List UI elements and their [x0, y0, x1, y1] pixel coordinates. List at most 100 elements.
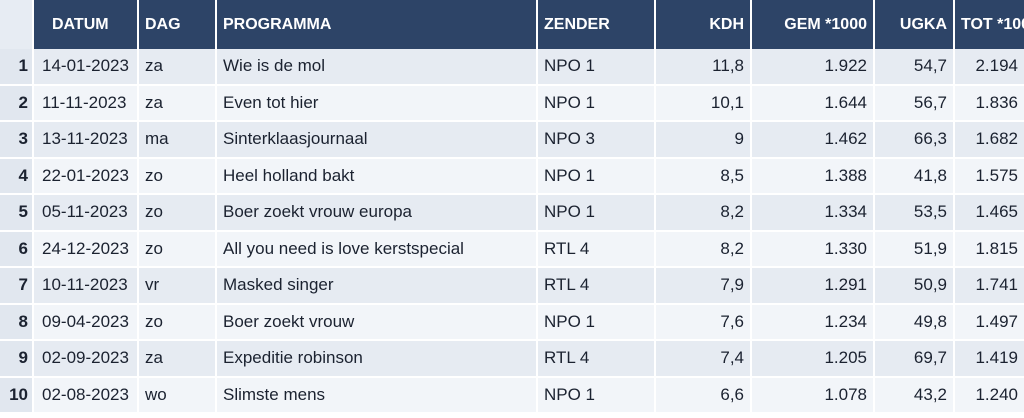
zender-cell: RTL 4	[538, 268, 656, 305]
table-header: DATUM DAG PROGRAMMA ZENDER KDH GEM *1000…	[0, 0, 1024, 49]
table-row: 10 02-08-2023 wo Slimste mens NPO 1 6,6 …	[0, 377, 1024, 414]
gem-cell: 1.205	[752, 341, 875, 378]
dag-cell: za	[139, 85, 217, 122]
tot-cell: 1.419	[955, 341, 1024, 378]
dag-cell: ma	[139, 122, 217, 159]
ugka-cell: 50,9	[875, 268, 955, 305]
zender-cell: RTL 4	[538, 341, 656, 378]
ugka-cell: 56,7	[875, 85, 955, 122]
rank-cell: 1	[0, 49, 34, 86]
tot-cell: 1.240	[955, 377, 1024, 414]
ugka-cell: 69,7	[875, 341, 955, 378]
table-row: 8 09-04-2023 zo Boer zoekt vrouw NPO 1 7…	[0, 304, 1024, 341]
dag-cell: zo	[139, 195, 217, 232]
header-tot[interactable]: TOT *1000	[955, 0, 1024, 49]
datum-cell: 11-11-2023	[34, 85, 139, 122]
programma-cell: Masked singer	[217, 268, 538, 305]
kdh-cell: 8,2	[656, 231, 752, 268]
datum-cell: 10-11-2023	[34, 268, 139, 305]
gem-cell: 1.330	[752, 231, 875, 268]
dag-cell: wo	[139, 377, 217, 414]
kdh-cell: 9	[656, 122, 752, 159]
rank-cell: 10	[0, 377, 34, 414]
table-row: 9 02-09-2023 za Expeditie robinson RTL 4…	[0, 341, 1024, 378]
header-gem[interactable]: GEM *1000	[752, 0, 875, 49]
programma-cell: All you need is love kerstspecial	[217, 231, 538, 268]
zender-cell: NPO 1	[538, 377, 656, 414]
zender-cell: NPO 1	[538, 304, 656, 341]
tot-cell: 1.465	[955, 195, 1024, 232]
zender-cell: NPO 1	[538, 195, 656, 232]
dag-cell: za	[139, 49, 217, 86]
kdh-cell: 6,6	[656, 377, 752, 414]
programma-cell: Wie is de mol	[217, 49, 538, 86]
tot-cell: 1.741	[955, 268, 1024, 305]
ugka-cell: 66,3	[875, 122, 955, 159]
ugka-cell: 51,9	[875, 231, 955, 268]
table-row: 4 22-01-2023 zo Heel holland bakt NPO 1 …	[0, 158, 1024, 195]
rank-cell: 3	[0, 122, 34, 159]
header-dag[interactable]: DAG	[139, 0, 217, 49]
header-rank	[0, 0, 34, 49]
programma-cell: Boer zoekt vrouw europa	[217, 195, 538, 232]
zender-cell: NPO 1	[538, 49, 656, 86]
header-kdh[interactable]: KDH	[656, 0, 752, 49]
tot-cell: 1.575	[955, 158, 1024, 195]
ugka-cell: 53,5	[875, 195, 955, 232]
gem-cell: 1.078	[752, 377, 875, 414]
header-row: DATUM DAG PROGRAMMA ZENDER KDH GEM *1000…	[0, 0, 1024, 49]
dag-cell: za	[139, 341, 217, 378]
tot-cell: 1.682	[955, 122, 1024, 159]
programma-cell: Expeditie robinson	[217, 341, 538, 378]
kdh-cell: 7,6	[656, 304, 752, 341]
zender-cell: NPO 1	[538, 158, 656, 195]
datum-cell: 02-09-2023	[34, 341, 139, 378]
table-body: 1 14-01-2023 za Wie is de mol NPO 1 11,8…	[0, 49, 1024, 414]
gem-cell: 1.291	[752, 268, 875, 305]
datum-cell: 13-11-2023	[34, 122, 139, 159]
table-row: 3 13-11-2023 ma Sinterklaasjournaal NPO …	[0, 122, 1024, 159]
gem-cell: 1.462	[752, 122, 875, 159]
programma-cell: Heel holland bakt	[217, 158, 538, 195]
rank-cell: 4	[0, 158, 34, 195]
datum-cell: 05-11-2023	[34, 195, 139, 232]
rank-cell: 8	[0, 304, 34, 341]
table-row: 7 10-11-2023 vr Masked singer RTL 4 7,9 …	[0, 268, 1024, 305]
gem-cell: 1.644	[752, 85, 875, 122]
kdh-cell: 7,4	[656, 341, 752, 378]
dag-cell: vr	[139, 268, 217, 305]
datum-cell: 24-12-2023	[34, 231, 139, 268]
table-row: 5 05-11-2023 zo Boer zoekt vrouw europa …	[0, 195, 1024, 232]
datum-cell: 22-01-2023	[34, 158, 139, 195]
header-ugka[interactable]: UGKA	[875, 0, 955, 49]
rank-cell: 2	[0, 85, 34, 122]
table-row: 1 14-01-2023 za Wie is de mol NPO 1 11,8…	[0, 49, 1024, 86]
programma-cell: Slimste mens	[217, 377, 538, 414]
tot-cell: 1.836	[955, 85, 1024, 122]
zender-cell: NPO 1	[538, 85, 656, 122]
rank-cell: 6	[0, 231, 34, 268]
zender-cell: NPO 3	[538, 122, 656, 159]
table-row: 2 11-11-2023 za Even tot hier NPO 1 10,1…	[0, 85, 1024, 122]
header-datum[interactable]: DATUM	[34, 0, 139, 49]
gem-cell: 1.922	[752, 49, 875, 86]
programma-cell: Sinterklaasjournaal	[217, 122, 538, 159]
header-programma[interactable]: PROGRAMMA	[217, 0, 538, 49]
ugka-cell: 43,2	[875, 377, 955, 414]
datum-cell: 14-01-2023	[34, 49, 139, 86]
gem-cell: 1.388	[752, 158, 875, 195]
datum-cell: 09-04-2023	[34, 304, 139, 341]
tot-cell: 1.497	[955, 304, 1024, 341]
kdh-cell: 10,1	[656, 85, 752, 122]
programma-cell: Even tot hier	[217, 85, 538, 122]
tot-cell: 2.194	[955, 49, 1024, 86]
kdh-cell: 11,8	[656, 49, 752, 86]
dag-cell: zo	[139, 158, 217, 195]
ugka-cell: 54,7	[875, 49, 955, 86]
table-row: 6 24-12-2023 zo All you need is love ker…	[0, 231, 1024, 268]
dag-cell: zo	[139, 231, 217, 268]
tot-cell: 1.815	[955, 231, 1024, 268]
datum-cell: 02-08-2023	[34, 377, 139, 414]
header-zender[interactable]: ZENDER	[538, 0, 656, 49]
